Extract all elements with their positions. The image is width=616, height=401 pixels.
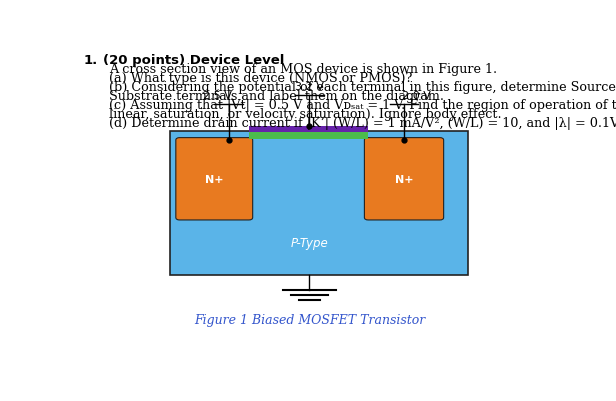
Text: linear, saturation, or velocity saturation). Ignore body effect.: linear, saturation, or velocity saturati… [110,108,502,121]
Text: (a) What type is this device (NMOS or PMOS)?: (a) What type is this device (NMOS or PM… [110,72,413,85]
Bar [249,133,368,139]
Text: (c) Assuming that |Vt| = 0.5 V and Vᴅₛₐₜ = 1 V. Find the region of operation of : (c) Assuming that |Vt| = 0.5 V and Vᴅₛₐₜ… [110,99,616,112]
FancyBboxPatch shape [176,138,253,221]
Text: 3.2 V: 3.2 V [295,82,324,92]
Text: 2.5 V: 2.5 V [203,91,232,101]
FancyBboxPatch shape [365,138,444,221]
Bar [170,132,469,275]
Text: (d) Determine drain current if |K’| (W/L) = 1 mA/V², (W/L) = 10, and |λ| = 0.1V⁻: (d) Determine drain current if |K’| (W/L… [110,117,616,130]
Text: P-Type: P-Type [291,236,328,249]
Text: N+: N+ [205,174,224,184]
Bar [249,126,368,133]
Text: A cross section view of an MOS device is shown in Figure 1.: A cross section view of an MOS device is… [110,63,498,76]
Text: (20 points) Device Level: (20 points) Device Level [103,54,285,67]
Text: Substrate terminals and label them on the diagram.: Substrate terminals and label them on th… [110,90,445,103]
Text: Figure 1 Biased MOSFET Transistor: Figure 1 Biased MOSFET Transistor [194,313,425,326]
Text: (b) Considering the potential of each terminal in this figure, determine Source,: (b) Considering the potential of each te… [110,81,616,94]
Text: N+: N+ [395,174,413,184]
Text: 1.: 1. [83,54,97,67]
Text: 2.0 V: 2.0 V [402,91,431,101]
